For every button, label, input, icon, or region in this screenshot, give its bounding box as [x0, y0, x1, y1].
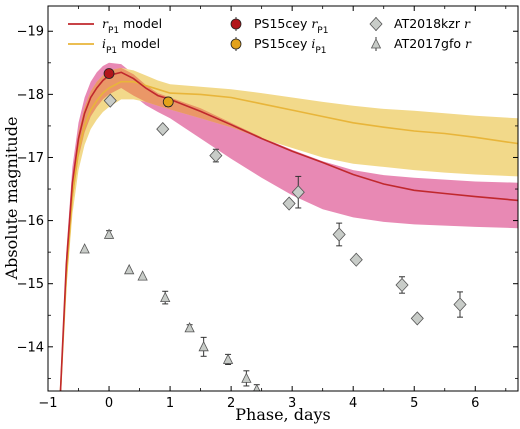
y-tick-label: −14 [17, 340, 44, 355]
x-tick-label: 5 [410, 396, 418, 411]
band-overlap [66, 67, 262, 284]
x-tick-label: 1 [166, 396, 174, 411]
y-tick-label: −19 [17, 25, 44, 40]
ps15cey-i-point [162, 96, 174, 108]
model-bands [60, 62, 518, 391]
x-tick-label: 4 [349, 396, 357, 411]
at2017gfo-point [103, 228, 115, 239]
data-points [79, 68, 467, 391]
at2017gfo-point [222, 353, 234, 364]
i-model-band [60, 67, 518, 391]
legend-i-model-label: iP1 model [102, 36, 160, 56]
at2018kzr-point [209, 148, 223, 163]
i-model-line [59, 80, 518, 391]
y-axis-label: Absolute magnitude [2, 117, 21, 281]
at2018kzr-point [453, 297, 467, 312]
at2018kzr-point [103, 93, 117, 108]
legend-ps15cey-i-swatch [230, 38, 242, 50]
x-tick-label: 2 [227, 396, 235, 411]
legend-r-model-label: rP1 model [102, 16, 162, 36]
legend-ps15cey-r-label: PS15cey rP1 [254, 16, 328, 36]
at2017gfo-point [241, 372, 252, 383]
legend-at2017gfo-label: AT2017gfo r [394, 36, 472, 51]
plot-frame [47, 5, 519, 392]
model-lines [59, 71, 518, 391]
x-tick-label: 6 [471, 396, 479, 411]
at2017gfo-point [253, 383, 261, 391]
at2018kzr-point [410, 311, 424, 326]
y-tick-label: −16 [17, 214, 44, 229]
at2018kzr-point [291, 185, 305, 200]
ps15cey-r-point [103, 68, 115, 79]
at2017gfo-point [79, 243, 90, 254]
legend-at2018kzr-swatch [369, 16, 383, 32]
x-tick-label: 0 [105, 396, 113, 411]
at2018kzr-point [349, 252, 363, 267]
axis-ticks: −1 0 1 2 3 4 5 6 −14 −15 −16 −17 −18 −19 [17, 6, 518, 411]
at2017gfo-point [137, 270, 148, 281]
at2017gfo-point [184, 321, 195, 333]
legend-ps15cey-r-swatch [230, 18, 242, 30]
at2018kzr-point [282, 196, 296, 211]
legend-ps15cey-i-label: PS15cey iP1 [254, 36, 326, 56]
r-model-line [59, 71, 518, 391]
at2018kzr-point [156, 121, 170, 137]
legend-at2018kzr-label: AT2018kzr r [394, 16, 471, 31]
y-tick-label: −15 [17, 277, 44, 292]
at2018kzr-point [395, 277, 409, 293]
legend-at2017gfo-swatch [370, 38, 382, 49]
at2017gfo-point [198, 340, 209, 352]
at2017gfo-point [160, 291, 171, 302]
at2017gfo-point [124, 263, 135, 275]
x-axis-label: Phase, days [235, 405, 331, 424]
y-tick-label: −18 [17, 88, 44, 103]
at2018kzr-point [332, 227, 346, 242]
x-tick-label: 3 [288, 396, 296, 411]
x-tick-label: −1 [38, 396, 57, 411]
y-tick-label: −17 [17, 151, 44, 166]
